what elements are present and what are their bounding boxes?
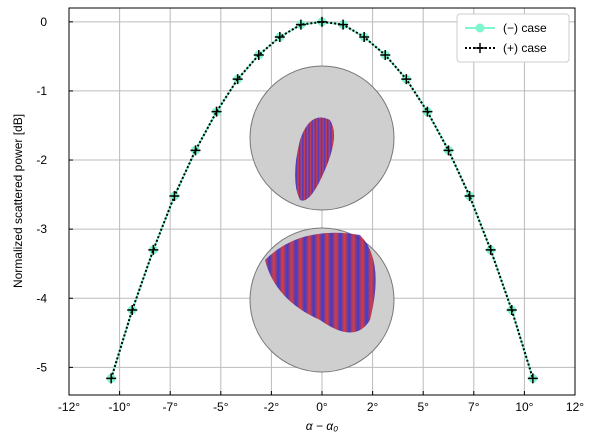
point xyxy=(506,304,517,315)
x-tick-label: 12° xyxy=(566,400,584,414)
x-tick-label: -5° xyxy=(213,400,229,414)
legend-label: (−) case xyxy=(503,21,547,35)
point xyxy=(211,106,222,117)
point xyxy=(127,304,138,315)
point xyxy=(190,145,201,156)
point xyxy=(295,19,306,30)
legend-label: (+) case xyxy=(503,41,547,55)
x-axis-label: α − α₀ xyxy=(306,419,338,433)
series-line xyxy=(110,20,534,379)
x-tick-label: 2° xyxy=(367,400,379,414)
point xyxy=(274,32,285,43)
point xyxy=(443,145,454,156)
inset-images xyxy=(249,65,395,373)
y-tick-label: -5 xyxy=(36,360,47,374)
point xyxy=(359,32,370,43)
x-tick-label: 7° xyxy=(468,400,480,414)
x-tick-label: -10° xyxy=(109,400,131,414)
x-tick-label: -12° xyxy=(58,400,80,414)
point xyxy=(338,19,349,30)
inset-pattern xyxy=(295,117,334,201)
point xyxy=(317,16,327,27)
y-axis-label: Normalized scattered power [dB] xyxy=(11,114,25,288)
y-tick-label: -1 xyxy=(36,84,47,98)
point xyxy=(485,244,496,255)
point xyxy=(232,74,243,85)
point xyxy=(169,190,180,201)
point xyxy=(106,373,117,384)
y-tick-label: 0 xyxy=(40,15,47,29)
x-tick-label: 0° xyxy=(316,400,328,414)
y-tick-label: -2 xyxy=(36,153,47,167)
point xyxy=(253,49,264,60)
legend-marker xyxy=(475,43,485,53)
y-tick-label: -4 xyxy=(36,291,47,305)
x-tick-label: 5° xyxy=(417,400,429,414)
point xyxy=(148,244,159,255)
point xyxy=(464,190,475,201)
legend-marker xyxy=(475,23,485,33)
point xyxy=(401,74,412,85)
x-tick-label: -2° xyxy=(264,400,280,414)
y-tick-label: -3 xyxy=(36,222,47,236)
point xyxy=(380,49,391,60)
inset-pattern xyxy=(265,232,376,333)
point xyxy=(527,373,538,384)
x-tick-label: 10° xyxy=(515,400,533,414)
x-tick-label: -7° xyxy=(162,400,178,414)
point xyxy=(422,106,433,117)
legend-box xyxy=(456,13,570,63)
